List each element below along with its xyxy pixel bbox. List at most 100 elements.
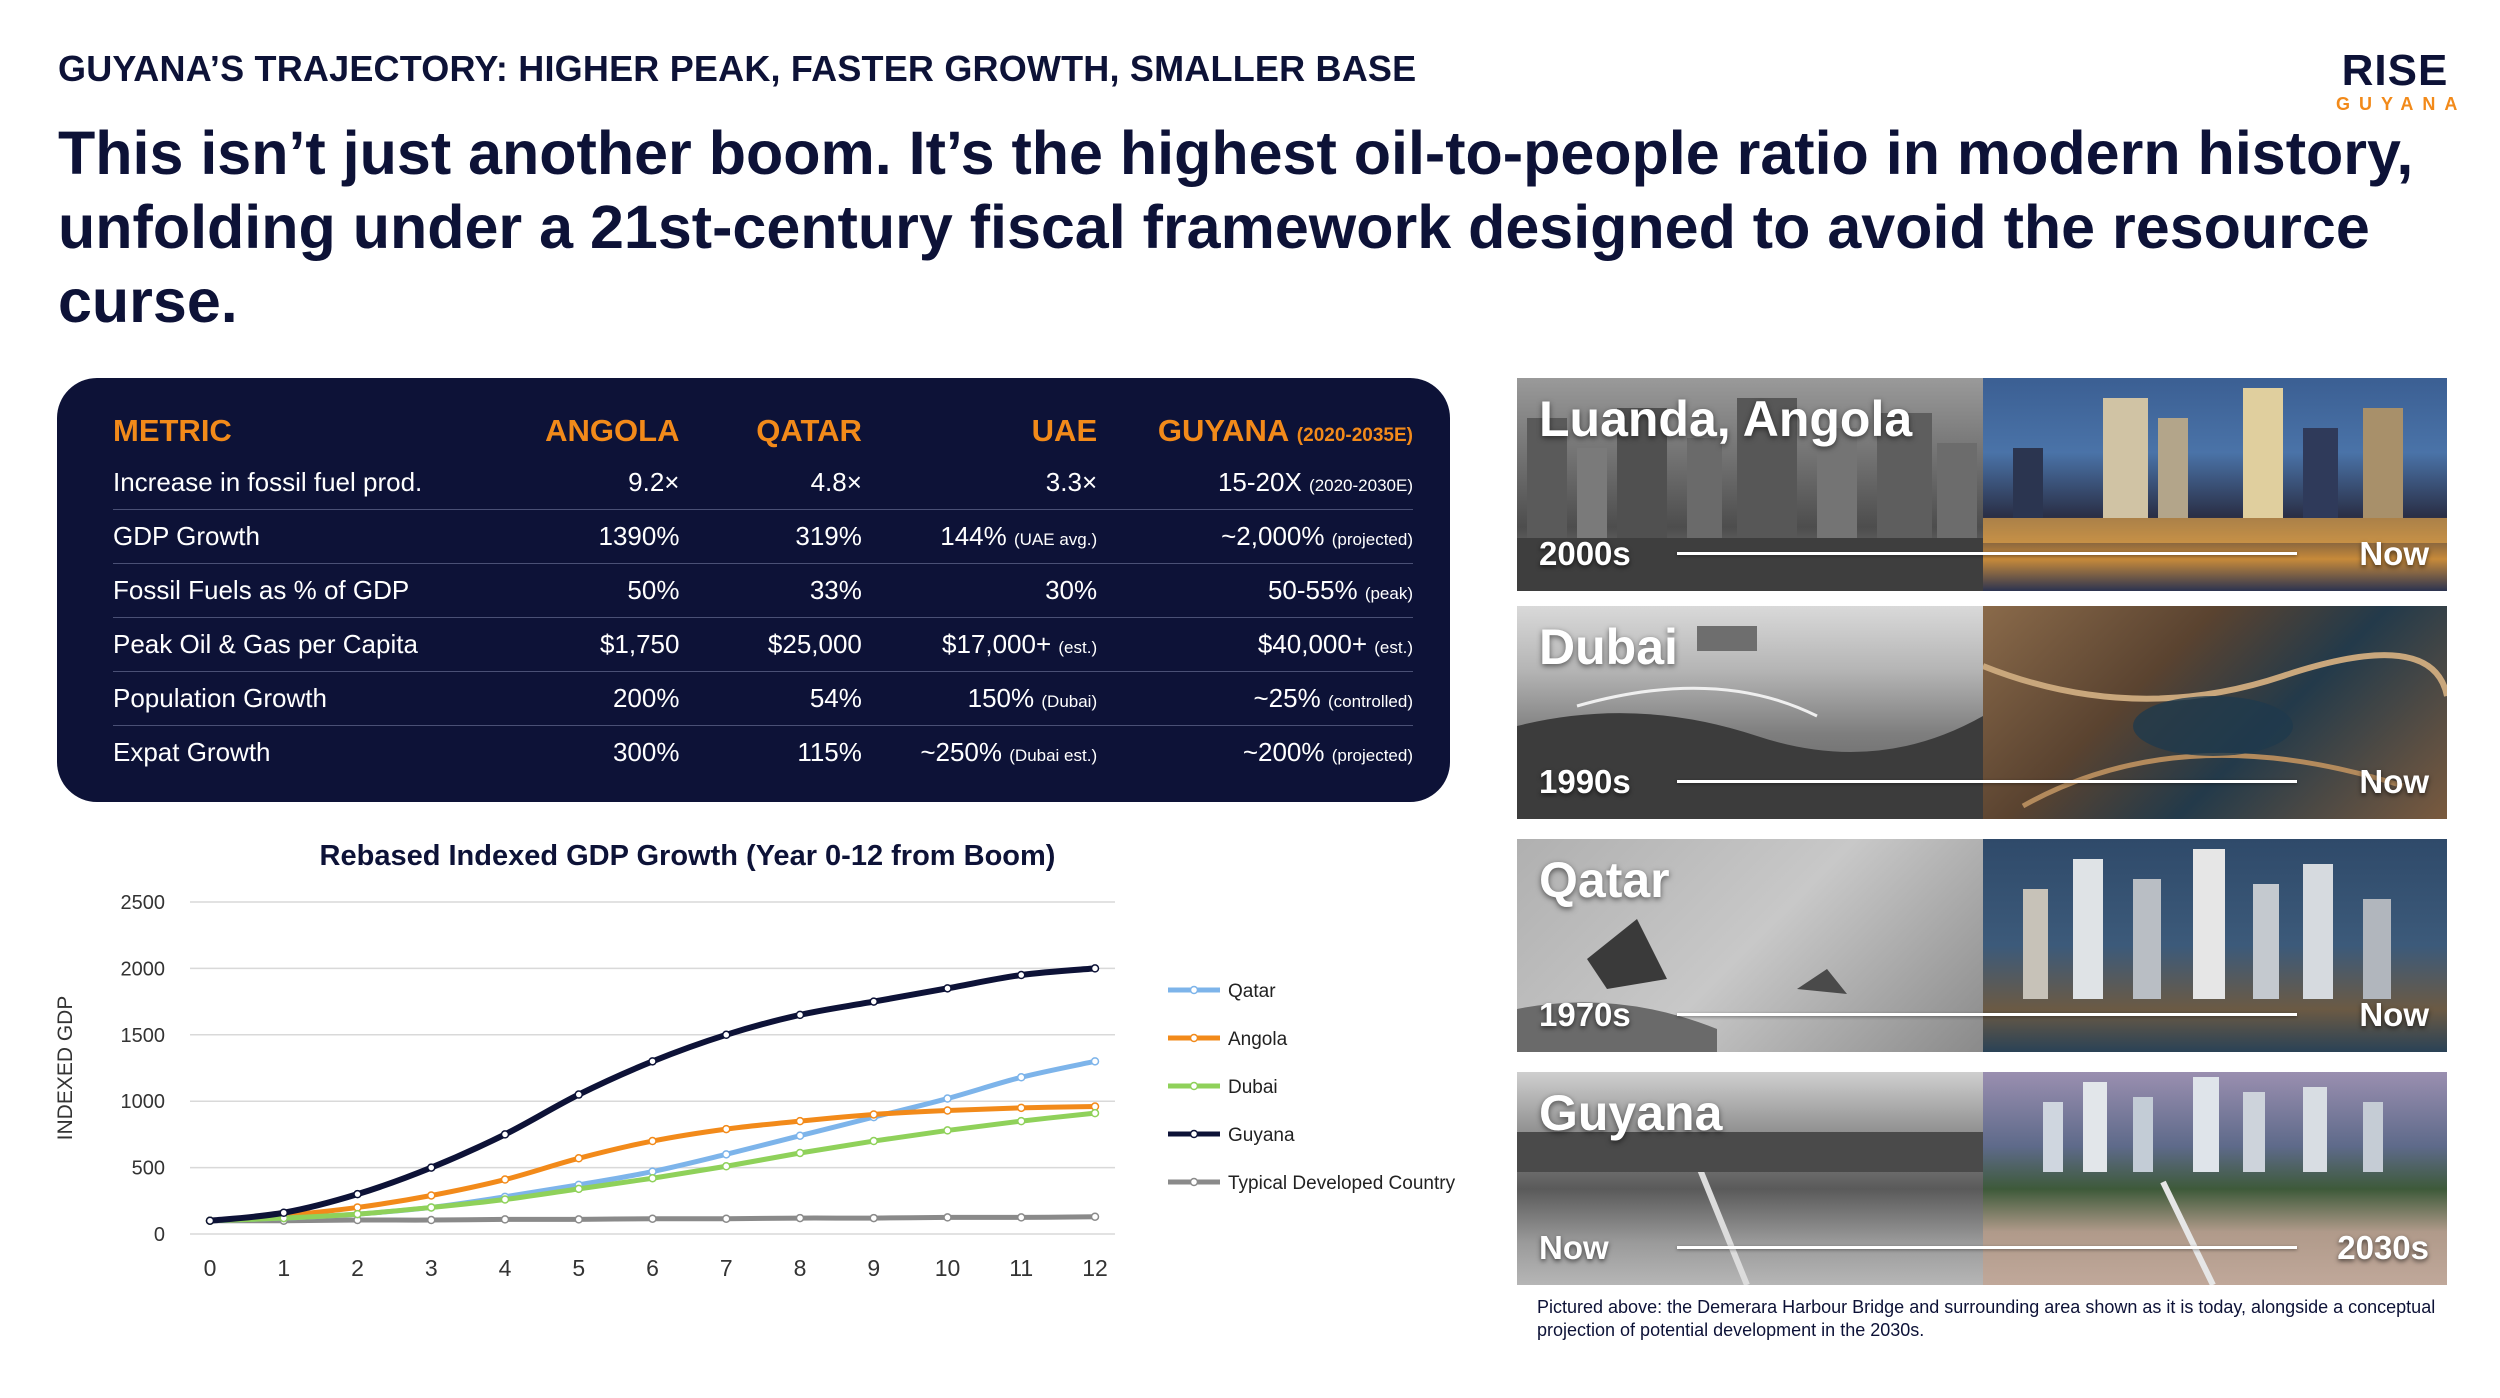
cell-angola: 50% (627, 575, 680, 605)
data-point-guyana (205, 1216, 215, 1225)
era-to-luanda: Now (2359, 535, 2429, 572)
cell-guyana: 15-20X (2020-2030E) (1097, 467, 1413, 498)
legend-marker (1189, 985, 1199, 995)
era-from-luanda: 2000s (1539, 535, 1631, 572)
era-to-qatar: Now (2359, 996, 2429, 1033)
table-row: Increase in fossil fuel prod. 9.2× 4.8× 3.3… (113, 456, 1413, 510)
photo-now-guyana (1983, 1072, 2447, 1285)
cell-metric: Increase in fossil fuel prod. (113, 467, 423, 497)
data-point-guyana (574, 1090, 583, 1099)
data-point-typical-developed-country (795, 1213, 805, 1223)
data-point-guyana (500, 1130, 510, 1139)
x-tick-label: 2 (351, 1255, 364, 1281)
data-point-dubai (648, 1173, 657, 1183)
cell-metric: Population Growth (113, 683, 327, 713)
x-tick-label: 9 (867, 1255, 880, 1281)
photo-card-dubai: Dubai 1990s Now (1517, 606, 2447, 819)
data-point-angola (574, 1154, 583, 1163)
data-point-guyana (1090, 964, 1100, 973)
data-point-guyana (1017, 970, 1026, 980)
chart-title: Rebased Indexed GDP Growth (Year 0-12 fr… (320, 840, 1056, 872)
table-header-row: METRIC ANGOLA QATAR UAE GUYANA (2020-203… (113, 406, 1413, 456)
cell-metric: Peak Oil & Gas per Capita (113, 629, 418, 659)
cell-qatar: 54% (809, 683, 862, 713)
cell-guyana-note: (peak) (1364, 584, 1413, 603)
cell-guyana: ~2,000% (projected) (1097, 521, 1413, 552)
data-point-guyana (795, 1010, 805, 1020)
cell-angola: $1,750 (599, 629, 680, 659)
data-point-typical-developed-country (1017, 1213, 1026, 1222)
header-metric: METRIC (113, 413, 232, 448)
table-row: Expat Growth 300% 115% ~250% (Dubai est.) ~2… (113, 726, 1413, 779)
cell-guyana: ~25% (controlled) (1097, 683, 1413, 714)
cell-uae-value: 30% (1045, 575, 1098, 605)
data-point-angola (943, 1106, 952, 1115)
cell-guyana-value: ~25% (1253, 683, 1321, 713)
cell-uae-note: (Dubai est.) (1009, 746, 1098, 765)
slide-headline: This isn’t just another boom. It’s the h… (58, 119, 2414, 335)
y-tick-label: 2500 (121, 892, 166, 914)
city-label-luanda: Luanda, Angola (1539, 391, 1913, 447)
legend-label: Dubai (1228, 1077, 1278, 1098)
cell-qatar: 33% (809, 575, 862, 605)
photo-card-qatar: Qatar 1970s Now (1517, 839, 2447, 1052)
cell-uae: 3.3× (862, 467, 1097, 498)
header-uae: UAE (1031, 413, 1098, 448)
cell-uae-note: (est.) (1058, 638, 1098, 657)
photo-then-luanda (1517, 378, 1983, 591)
cell-guyana: ~200% (projected) (1097, 737, 1413, 768)
cell-guyana-value: $40,000+ (1257, 629, 1368, 659)
photo-now-dubai (1983, 606, 2447, 819)
era-from-dubai: 1990s (1539, 763, 1631, 800)
table-row: Peak Oil & Gas per Capita $1,750 $25,000 $1… (113, 618, 1413, 672)
comparison-table: METRIC ANGOLA QATAR UAE GUYANA (2020-203… (113, 406, 1413, 779)
data-point-guyana (427, 1163, 436, 1172)
data-point-angola (795, 1116, 805, 1126)
rise-guyana-logo: RISE GUYANA (2330, 48, 2460, 115)
data-point-qatar (943, 1094, 952, 1103)
cell-uae-note: (Dubai) (1041, 692, 1098, 711)
cell-guyana-note: (projected) (1331, 746, 1413, 765)
cell-uae: 144% (UAE avg.) (862, 521, 1097, 552)
x-tick-label: 5 (572, 1255, 585, 1281)
x-tick-label: 0 (204, 1255, 217, 1281)
legend-label: Angola (1228, 1029, 1288, 1050)
y-tick-label: 1000 (121, 1091, 166, 1113)
data-point-typical-developed-country (722, 1214, 731, 1223)
data-point-guyana (722, 1030, 731, 1040)
photo-then-qatar (1517, 839, 1983, 1052)
cell-guyana: $40,000+ (est.) (1097, 629, 1413, 660)
era-from-guyana: Now (1539, 1229, 1609, 1266)
x-tick-label: 4 (499, 1255, 512, 1281)
data-point-dubai (500, 1195, 510, 1204)
data-point-guyana (279, 1208, 288, 1218)
cell-uae-value: 3.3× (1045, 467, 1098, 497)
table-row: GDP Growth 1390% 319% 144% (UAE avg.) ~2,000… (113, 510, 1413, 564)
data-point-dubai (427, 1203, 436, 1212)
cell-guyana-note: (2020-2030E) (1309, 476, 1413, 495)
cell-uae: 30% (862, 575, 1097, 606)
data-point-qatar (1090, 1057, 1100, 1066)
photo-then-guyana (1517, 1072, 1983, 1285)
table-row: Fossil Fuels as % of GDP 50% 33% 30% 50-55%… (113, 564, 1413, 618)
slide-eyebrow: GUYANA’S TRAJECTORY: HIGHER PEAK, FASTER… (58, 48, 1417, 89)
photo-then-dubai (1517, 606, 1983, 819)
cell-angola: 9.2× (628, 467, 680, 497)
timeline-line (1677, 780, 2297, 783)
legend-label: Qatar (1228, 981, 1276, 1002)
data-point-typical-developed-country (574, 1215, 583, 1224)
city-label-qatar: Qatar (1539, 852, 1670, 908)
cell-angola: 300% (612, 737, 680, 767)
data-point-dubai (943, 1126, 952, 1135)
y-tick-label: 0 (154, 1224, 165, 1246)
era-from-qatar: 1970s (1539, 996, 1631, 1033)
legend-label: Guyana (1228, 1125, 1295, 1146)
cell-uae-value: $17,000+ (941, 629, 1052, 659)
data-point-qatar (1017, 1073, 1026, 1082)
x-tick-label: 11 (1009, 1255, 1033, 1281)
legend-marker (1189, 1129, 1199, 1139)
data-point-dubai (795, 1148, 805, 1158)
era-to-guyana: 2030s (2337, 1229, 2429, 1266)
data-point-guyana (648, 1057, 657, 1066)
data-point-angola (722, 1124, 731, 1134)
